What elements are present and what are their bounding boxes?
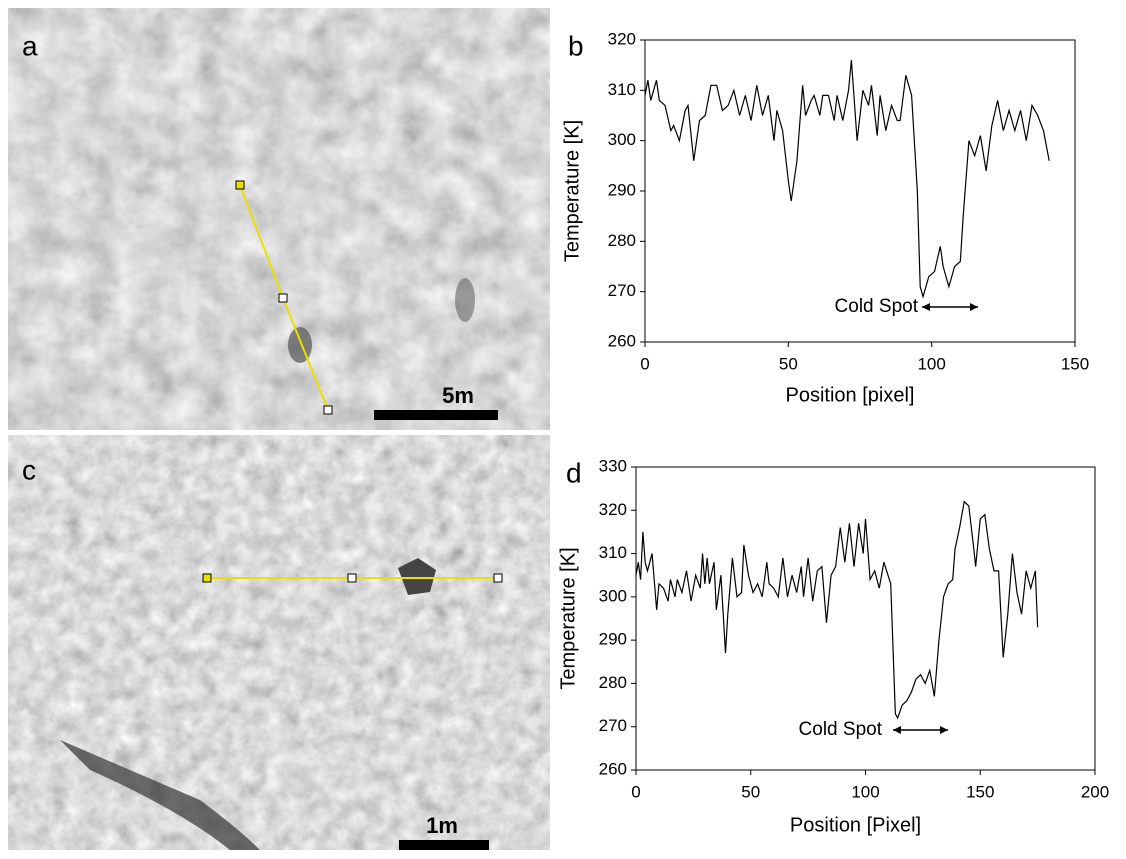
panel-label: c — [22, 454, 36, 485]
y-tick-label: 300 — [608, 130, 636, 149]
profile-point — [323, 405, 333, 415]
x-tick-label: 50 — [779, 354, 798, 373]
scale-bar — [399, 840, 489, 850]
profile-point — [493, 573, 503, 583]
y-axis-label: Temperature [K] — [557, 547, 579, 689]
scale-bar — [374, 410, 498, 420]
profile-point — [278, 293, 288, 303]
scale-label: 1m — [426, 813, 458, 838]
terrain-image — [8, 435, 550, 850]
rock — [288, 327, 312, 363]
x-tick-label: 0 — [631, 782, 640, 801]
chart: 260 270 280 290 300 310 320 330 0 50 100 150 200 Posi… — [557, 456, 1109, 836]
y-tick-label: 260 — [599, 759, 627, 778]
x-tick-label: 150 — [1061, 354, 1089, 373]
y-tick-label: 270 — [599, 716, 627, 735]
x-tick-label: 200 — [1081, 782, 1109, 801]
profile-point — [347, 573, 357, 583]
panel-label: b — [568, 30, 584, 61]
crack — [60, 740, 260, 850]
annotation: Cold Spot — [799, 719, 883, 740]
chart: 260 270 280 290 300 310 320 0 50 100 150 Position [… — [561, 29, 1089, 406]
scale-label: 5m — [442, 383, 474, 408]
panel-label: a — [22, 30, 38, 61]
image-c: 1m c — [8, 435, 550, 850]
y-tick-label: 330 — [599, 456, 627, 475]
image-a: 5m a — [8, 8, 550, 430]
x-tick-label: 100 — [917, 354, 945, 373]
x-axis-label: Position [Pixel] — [790, 814, 921, 836]
y-tick-label: 260 — [608, 331, 636, 350]
y-tick-label: 320 — [608, 29, 636, 48]
y-axis-label: Temperature [K] — [561, 120, 583, 262]
x-tick-label: 0 — [640, 354, 649, 373]
panel-label: d — [566, 457, 582, 488]
y-tick-label: 300 — [599, 586, 627, 605]
data-line — [635, 500, 1039, 720]
data-line — [644, 60, 1050, 299]
y-tick-label: 290 — [608, 180, 636, 199]
rock — [455, 278, 475, 322]
profile-point — [235, 180, 245, 190]
x-tick-label: 100 — [851, 782, 879, 801]
y-tick-label: 280 — [599, 673, 627, 692]
profile-point — [202, 573, 212, 583]
rock — [398, 558, 436, 595]
terrain-image — [8, 8, 550, 430]
x-tick-label: 150 — [966, 782, 994, 801]
y-tick-label: 310 — [599, 543, 627, 562]
y-tick-label: 280 — [608, 231, 636, 250]
y-tick-label: 290 — [599, 630, 627, 649]
annotation: Cold Spot — [835, 296, 919, 317]
y-tick-label: 310 — [608, 80, 636, 99]
x-tick-label: 50 — [741, 782, 760, 801]
x-axis-label: Position [pixel] — [786, 384, 915, 406]
y-tick-label: 270 — [608, 281, 636, 300]
y-tick-label: 320 — [599, 500, 627, 519]
